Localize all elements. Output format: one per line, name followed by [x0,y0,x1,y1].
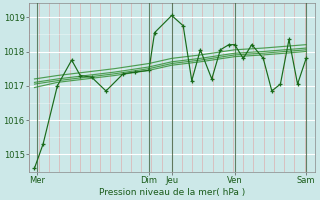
X-axis label: Pression niveau de la mer( hPa ): Pression niveau de la mer( hPa ) [99,188,245,197]
